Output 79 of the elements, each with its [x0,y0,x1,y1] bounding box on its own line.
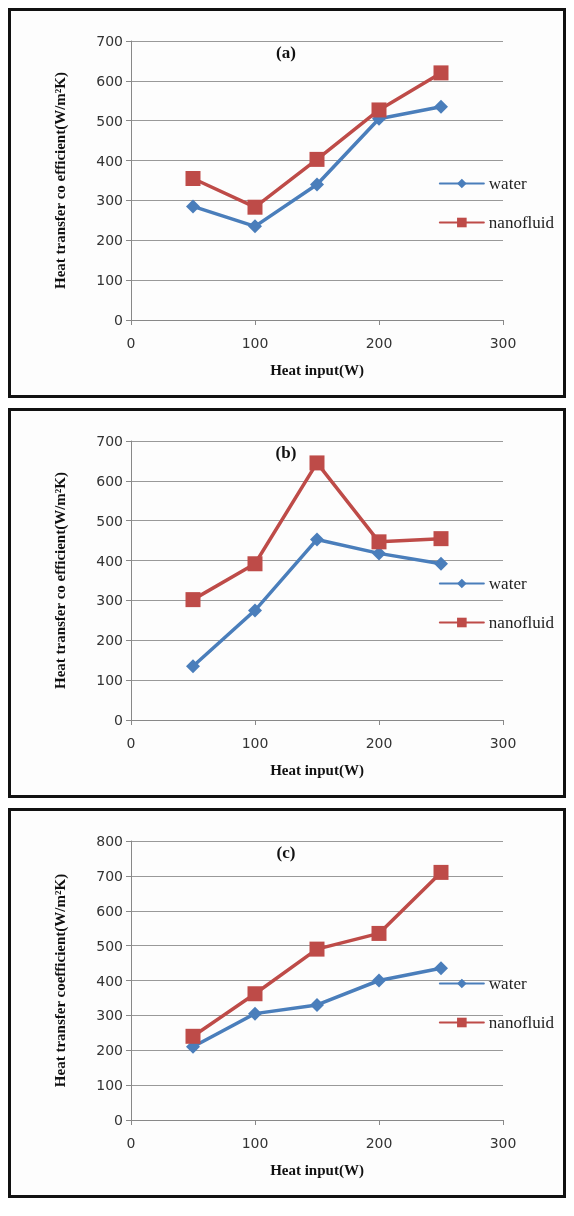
point [186,199,200,214]
y-tick-label: 200 [96,232,123,249]
point [433,531,449,547]
point [185,592,201,608]
x-tick-label: 100 [241,1135,269,1151]
chart-title: (c) [276,843,296,862]
point [434,961,448,976]
y-tick-label: 700 [96,433,123,449]
point [309,151,325,167]
y-tick-label: 400 [96,552,123,569]
point [185,1028,201,1044]
point [433,65,449,81]
x-tick-label: 300 [489,335,517,351]
y-tick-label: 400 [96,152,123,169]
y-tick-label: 100 [96,672,123,689]
y-axis-title: Heat transfer co efficient(W/m²K) [52,471,69,690]
x-tick-label: 200 [365,735,393,751]
y-tick-label: 200 [96,632,123,649]
x-tick-label: 0 [126,1135,136,1151]
x-axis-title: Heat input(W) [270,761,364,779]
point [372,973,386,988]
point [309,941,325,957]
point [310,997,324,1012]
point [309,455,325,471]
x-tick-label: 300 [489,735,517,751]
point [247,199,263,215]
y-axis-title: Heat transfer co efficient(W/m²K) [52,71,69,290]
legend-label: nanofluid [488,1013,555,1032]
x-tick-label: 200 [365,335,393,351]
y-tick-label: 500 [96,937,123,954]
legend-label: nanofluid [488,613,555,632]
legend-label: water [488,574,527,593]
x-axis-title: Heat input(W) [270,1161,364,1179]
point [310,532,324,547]
point [371,925,387,941]
point [247,986,263,1002]
y-tick-label: 100 [96,272,123,289]
y-tick-label: 300 [96,192,123,209]
point [434,99,448,114]
point [310,177,324,192]
x-axis-title: Heat input(W) [270,361,364,379]
y-tick-label: 200 [96,1042,123,1059]
point [186,659,200,674]
point [371,534,387,550]
y-tick-label: 400 [96,972,123,989]
y-tick-label: 500 [96,512,123,529]
y-tick-label: 300 [96,592,123,609]
point [247,556,263,572]
y-tick-label: 300 [96,1007,123,1024]
y-tick-label: 0 [114,1112,123,1128]
point [248,603,262,618]
point [248,1006,262,1021]
point [433,864,449,880]
x-tick-label: 300 [489,1135,517,1151]
y-tick-label: 800 [96,833,123,849]
point [371,102,387,118]
point [248,219,262,234]
legend-label: water [488,974,527,993]
y-tick-label: 500 [96,112,123,129]
x-tick-label: 100 [241,335,269,351]
x-tick-label: 100 [241,735,269,751]
y-tick-label: 100 [96,1077,123,1094]
legend-label: water [488,174,527,193]
point [434,556,448,571]
y-tick-label: 700 [96,33,123,49]
y-tick-label: 700 [96,867,123,884]
chart-title: (a) [276,43,296,62]
legend-label: nanofluid [488,213,555,232]
y-tick-label: 0 [114,312,123,328]
x-tick-label: 0 [126,335,136,351]
y-tick-label: 0 [114,712,123,728]
point [185,171,201,187]
x-tick-label: 200 [365,1135,393,1151]
y-tick-label: 600 [96,72,123,89]
y-tick-label: 600 [96,902,123,919]
y-tick-label: 600 [96,472,123,489]
chart-title: (b) [275,443,297,462]
x-tick-label: 0 [126,735,136,751]
y-axis-title: Heat transfer coefficient(W/m²K) [52,873,69,1088]
